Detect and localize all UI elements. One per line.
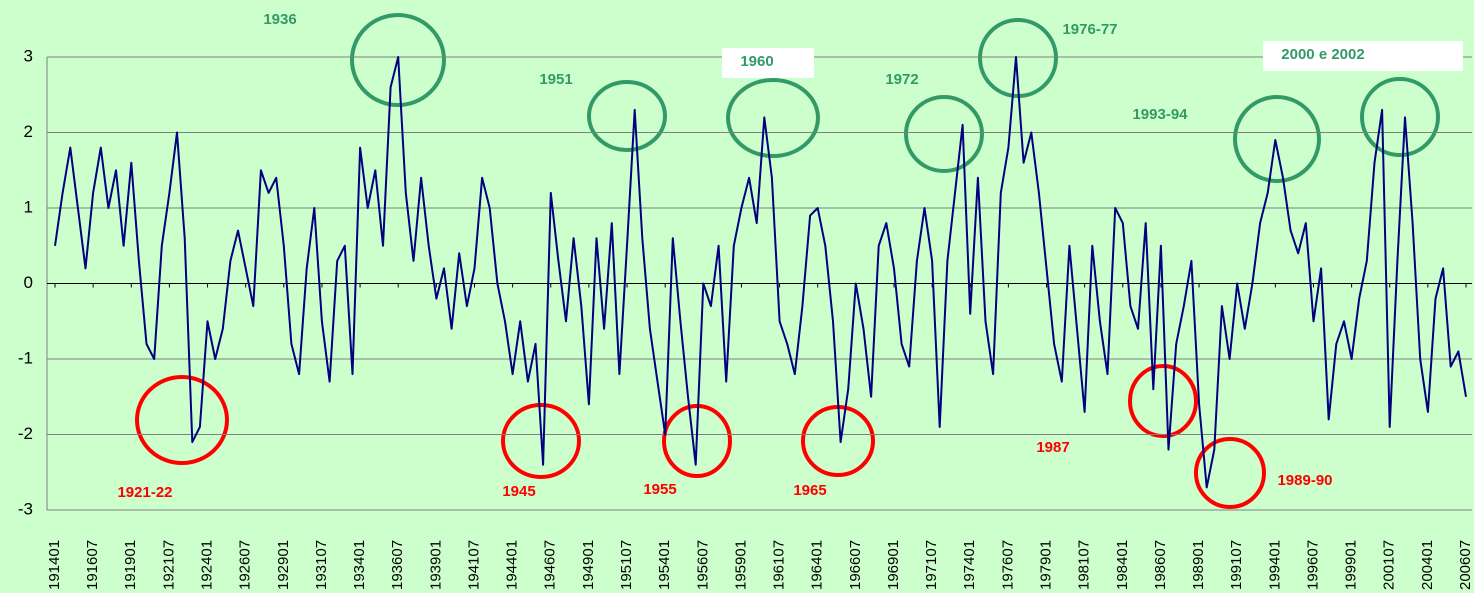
x-tick-label: 194607 [542, 540, 559, 590]
annotation: 1960 [740, 53, 773, 70]
x-tick-label: 191401 [46, 540, 63, 590]
x-tick-label: 198401 [1114, 540, 1131, 590]
x-tick-label: 196607 [847, 540, 864, 590]
x-tick-label: 199607 [1304, 540, 1321, 590]
highlight-circle [726, 78, 820, 158]
x-tick-label: 194401 [504, 540, 521, 590]
highlight-circle [1233, 95, 1321, 183]
highlight-circle [904, 95, 984, 173]
annotation: 1951 [539, 71, 572, 88]
x-tick-label: 200401 [1419, 540, 1436, 590]
highlight-circle [501, 403, 581, 479]
x-tick-label: 197607 [999, 540, 1016, 590]
x-tick-label: 192901 [275, 540, 292, 590]
x-tick-label: 196401 [809, 540, 826, 590]
highlight-circle [801, 405, 875, 477]
x-tick-label: 196901 [885, 540, 902, 590]
annotation: 1976-77 [1062, 21, 1117, 38]
highlight-circle [1128, 364, 1198, 438]
x-tick-label: 197401 [961, 540, 978, 590]
x-tick-label: 199901 [1343, 540, 1360, 590]
x-tick-label: 199107 [1228, 540, 1245, 590]
circles [135, 13, 1440, 509]
x-tick-label: 191901 [122, 540, 139, 590]
annotation: 1965 [793, 482, 826, 499]
annotation: 1955 [643, 481, 676, 498]
annotation: 1972 [885, 71, 918, 88]
y-tick-label: -2 [18, 424, 33, 443]
annotation-box [722, 48, 814, 78]
x-tick-label: 197107 [923, 540, 940, 590]
x-tick-label: 194107 [465, 540, 482, 590]
x-tick-label: 195901 [732, 540, 749, 590]
annotation: 1993-94 [1132, 106, 1188, 123]
annotation: 1989-90 [1277, 472, 1332, 489]
highlight-circle [135, 375, 229, 465]
x-tick-label: 199401 [1266, 540, 1283, 590]
x-tick-label: 195401 [656, 540, 673, 590]
highlight-circle [350, 13, 446, 107]
x-tick-label: 192107 [160, 540, 177, 590]
annotation: 1987 [1036, 439, 1069, 456]
x-tick-label: 193107 [313, 540, 330, 590]
highlight-circle [1360, 77, 1440, 157]
x-tick-label: 193607 [389, 540, 406, 590]
highlight-circle [662, 404, 732, 478]
annotation: 2000 e 2002 [1281, 46, 1364, 63]
annotation: 1921-22 [117, 484, 172, 501]
y-tick-label: 0 [24, 273, 33, 292]
annotation-box [1263, 41, 1463, 71]
x-tick-label: 192607 [237, 540, 254, 590]
series-line [54, 56, 1467, 489]
annotation: 1936 [263, 11, 296, 28]
x-tick-label: 194901 [580, 540, 597, 590]
y-tick-label: 1 [24, 197, 33, 216]
x-tick-label: 192401 [199, 540, 216, 590]
highlight-circle [1194, 437, 1266, 509]
x-tick-label: 195107 [618, 540, 635, 590]
y-tick-label: 2 [24, 122, 33, 141]
y-tick-label: 3 [24, 46, 33, 65]
x-tick-label: 198901 [1190, 540, 1207, 590]
x-tick-label: 191607 [84, 540, 101, 590]
x-tick-label: 197901 [1037, 540, 1054, 590]
y-tick-label: -1 [18, 348, 33, 367]
x-tick-label: 193401 [351, 540, 368, 590]
x-tick-label: 198607 [1152, 540, 1169, 590]
x-tick-label: 193901 [427, 540, 444, 590]
x-tick-label: 200107 [1381, 540, 1398, 590]
annotation: 1945 [502, 483, 535, 500]
y-tick-label: -3 [18, 499, 33, 518]
x-tick-label: 198107 [1076, 540, 1093, 590]
x-tick-label: 196107 [771, 540, 788, 590]
x-tick-label: 200607 [1457, 540, 1474, 590]
highlight-circle [587, 80, 667, 152]
x-tick-label: 195607 [694, 540, 711, 590]
